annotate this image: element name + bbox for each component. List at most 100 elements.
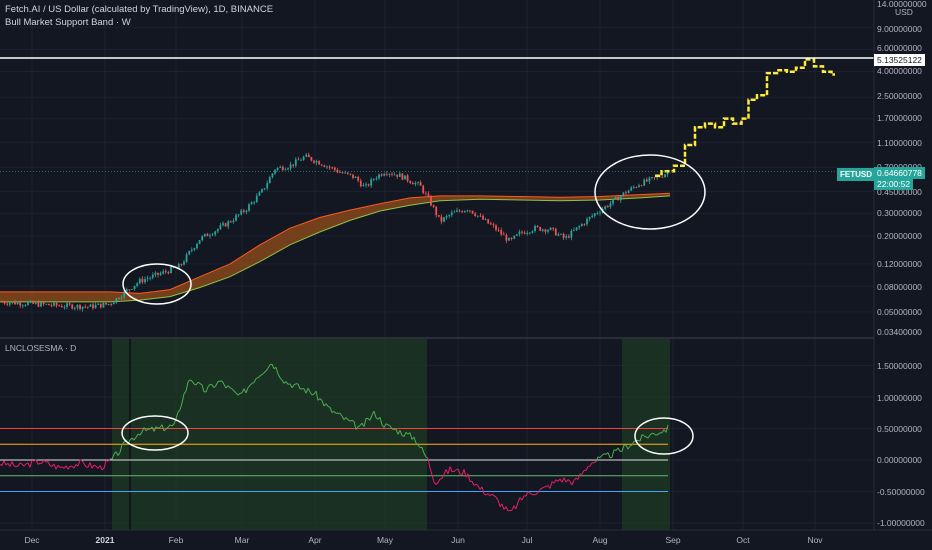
osc-segment — [461, 469, 465, 476]
candle-body — [466, 210, 469, 212]
osc-segment — [239, 392, 243, 394]
candle-body — [318, 161, 321, 165]
osc-segment — [603, 453, 607, 455]
osc-segment — [177, 409, 181, 413]
osc-segment — [171, 423, 175, 427]
candle-body — [55, 302, 58, 306]
candle-body — [50, 305, 53, 306]
osc-segment — [607, 452, 611, 458]
x-tick: Feb — [168, 535, 184, 545]
candle-body — [437, 215, 440, 217]
candle-body — [375, 178, 378, 180]
candle-body — [453, 211, 456, 213]
candle-body — [666, 172, 669, 175]
candle-body — [201, 236, 204, 241]
osc-segment — [533, 493, 537, 496]
candle-body — [162, 271, 165, 274]
y-tick: 0.08000000 — [877, 282, 922, 292]
candle-body — [180, 264, 183, 265]
candle-body — [492, 224, 495, 226]
candle-body — [94, 304, 97, 309]
candle-body — [518, 231, 521, 235]
osc-segment — [267, 364, 271, 369]
x-tick: Dec — [24, 535, 40, 545]
osc-segment — [261, 372, 265, 375]
last-price-label[interactable]: 0.64660778 — [874, 167, 925, 179]
candle-body — [580, 224, 583, 227]
candle-body — [229, 221, 232, 223]
candle-body — [196, 243, 198, 249]
osc-segment — [617, 447, 621, 452]
candle-body — [432, 205, 435, 207]
x-tick: 2021 — [95, 535, 115, 545]
candle-body — [84, 306, 87, 308]
osc-segment — [539, 487, 543, 490]
candle-body — [219, 225, 222, 229]
x-tick: Mar — [234, 535, 250, 545]
candle-body — [211, 234, 214, 236]
osc-segment — [199, 383, 203, 386]
x-tick: Oct — [736, 535, 750, 545]
candle-body — [645, 179, 648, 182]
osc-segment — [47, 461, 51, 466]
indicator-legend[interactable]: Bull Market Support Band · W — [5, 17, 131, 28]
candle-body — [63, 307, 66, 308]
osc-segment — [151, 426, 155, 432]
osc-segment — [101, 467, 105, 471]
osc-segment — [657, 432, 661, 435]
osc-segment — [329, 407, 333, 413]
candle-body — [6, 303, 9, 305]
price-projection — [655, 58, 835, 177]
resistance-price-label[interactable]: 5.13525122 — [874, 54, 925, 66]
candle-body — [138, 278, 141, 284]
osc-segment — [133, 437, 137, 441]
osc-segment — [143, 427, 147, 431]
osc-segment — [43, 459, 47, 463]
candle-body — [40, 302, 42, 307]
candle-body — [235, 215, 237, 221]
candle-body — [495, 225, 497, 230]
oscillator-legend[interactable]: LNCLOSESMA · D — [5, 343, 77, 353]
candle-body — [214, 231, 217, 235]
osc-segment — [341, 415, 345, 420]
candle-body — [612, 199, 614, 204]
candle-body — [609, 203, 612, 207]
osc-segment — [287, 383, 291, 385]
osc-segment — [501, 503, 505, 510]
band-fill — [0, 193, 670, 302]
candle-body — [112, 302, 115, 305]
osc-segment — [665, 424, 669, 433]
symbol-flag[interactable]: FETUSD — [837, 168, 875, 181]
candle-body — [588, 217, 591, 219]
osc-segment — [447, 466, 451, 474]
osc-segment — [647, 434, 651, 439]
candle-body — [250, 202, 253, 205]
candle-body — [53, 302, 55, 306]
candle-body — [170, 267, 172, 274]
osc-segment — [433, 481, 437, 485]
osc-segment — [349, 419, 353, 422]
y-tick: 0.05000000 — [877, 307, 922, 317]
osc-segment — [305, 388, 309, 394]
candle-body — [388, 173, 391, 175]
osc-segment — [317, 398, 321, 401]
candle-body — [3, 302, 6, 304]
osc-segment — [429, 467, 433, 475]
candle-body — [419, 182, 422, 186]
candle-body — [146, 278, 149, 280]
candle-body — [331, 167, 334, 169]
osc-segment — [23, 463, 27, 467]
osc-segment — [389, 425, 393, 430]
candle-body — [596, 213, 599, 214]
candle-body — [424, 192, 427, 194]
osc-segment — [327, 405, 331, 408]
candle-body — [16, 302, 19, 305]
osc-segment — [135, 433, 139, 438]
candle-body — [549, 227, 552, 230]
x-tick: Jun — [451, 535, 465, 545]
candle-body — [271, 173, 274, 178]
candle-body — [482, 215, 484, 220]
candle-body — [123, 291, 126, 298]
candle-body — [190, 249, 193, 251]
